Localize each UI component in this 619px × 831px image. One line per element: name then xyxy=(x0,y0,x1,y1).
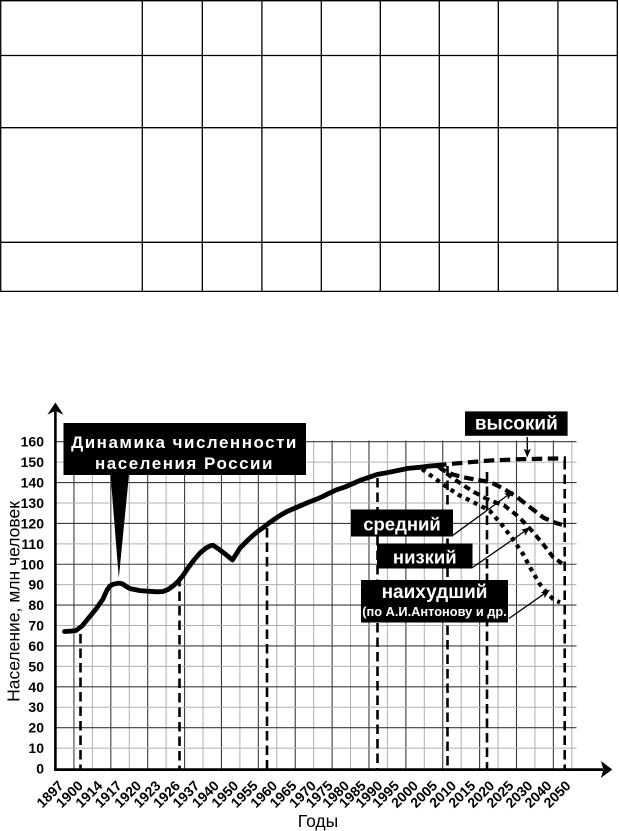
svg-text:130: 130 xyxy=(21,495,45,511)
svg-text:160: 160 xyxy=(21,434,45,450)
svg-text:Население, млн человек: Население, млн человек xyxy=(4,501,24,702)
svg-text:80: 80 xyxy=(28,597,44,613)
svg-text:30: 30 xyxy=(28,699,44,715)
svg-text:150: 150 xyxy=(21,454,45,470)
svg-text:120: 120 xyxy=(21,515,45,531)
svg-text:наихудший: наихудший xyxy=(382,582,488,603)
svg-text:140: 140 xyxy=(21,475,45,491)
svg-text:20: 20 xyxy=(28,720,44,736)
svg-text:(по А.И.Антонову и др.: (по А.И.Антонову и др. xyxy=(362,604,506,619)
svg-text:Динамика численности: Динамика численности xyxy=(71,433,298,452)
svg-text:110: 110 xyxy=(21,536,44,552)
svg-text:100: 100 xyxy=(21,556,45,572)
svg-text:60: 60 xyxy=(28,638,44,654)
svg-text:70: 70 xyxy=(28,618,44,634)
svg-text:0: 0 xyxy=(36,761,44,777)
svg-text:средний: средний xyxy=(363,514,441,535)
svg-text:низкий: низкий xyxy=(393,547,457,568)
svg-text:населения России: населения России xyxy=(95,454,274,473)
svg-text:50: 50 xyxy=(28,658,44,674)
svg-text:10: 10 xyxy=(28,740,44,756)
svg-text:высокий: высокий xyxy=(475,414,558,435)
svg-text:Годы: Годы xyxy=(298,811,338,831)
svg-text:90: 90 xyxy=(28,577,44,593)
svg-text:40: 40 xyxy=(28,679,44,695)
